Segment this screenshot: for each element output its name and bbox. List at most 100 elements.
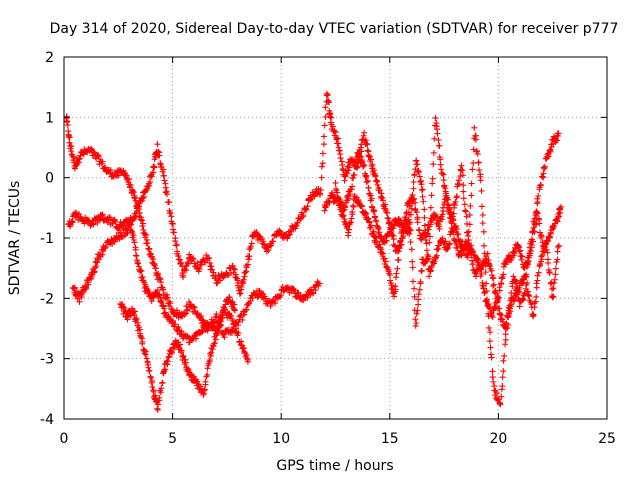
data-point (453, 241, 460, 248)
data-point (235, 329, 242, 336)
data-point (362, 209, 369, 216)
data-point (387, 226, 394, 233)
data-point (395, 256, 402, 263)
data-point (73, 287, 80, 294)
data-point (339, 165, 346, 172)
data-point (358, 202, 365, 209)
data-point (83, 284, 90, 291)
data-point (240, 280, 247, 287)
data-point (345, 167, 352, 174)
data-point (460, 188, 467, 195)
data-point (160, 310, 167, 317)
data-point (414, 214, 421, 221)
series-track-b (65, 141, 323, 297)
data-point (478, 270, 485, 277)
data-point (341, 216, 348, 223)
data-point (178, 259, 185, 266)
data-point (365, 215, 372, 222)
data-point (499, 383, 506, 390)
data-point (472, 136, 479, 143)
data-point (151, 262, 158, 269)
data-point (489, 368, 496, 375)
data-point (395, 248, 402, 255)
data-point (367, 156, 374, 163)
data-point (373, 177, 380, 184)
data-point (63, 119, 70, 126)
data-point (138, 274, 145, 281)
data-point (337, 204, 344, 211)
data-point (242, 269, 249, 276)
data-point (332, 179, 339, 186)
data-point (487, 329, 494, 336)
data-point (453, 226, 460, 233)
data-point (502, 341, 509, 348)
data-point (164, 358, 171, 365)
data-point (243, 306, 250, 313)
data-point (125, 176, 132, 183)
data-point (382, 258, 389, 265)
data-point (148, 251, 155, 258)
data-point (146, 182, 153, 189)
data-point (423, 247, 430, 254)
data-point (403, 209, 410, 216)
data-point (528, 244, 535, 251)
data-point (489, 314, 496, 321)
data-point (407, 238, 414, 245)
data-point (531, 228, 538, 235)
data-point (426, 223, 433, 230)
data-point (133, 316, 140, 323)
data-point (236, 290, 243, 297)
data-point (364, 141, 371, 148)
data-point (146, 367, 153, 374)
data-point (500, 368, 507, 375)
data-point (345, 232, 352, 239)
data-point (348, 215, 355, 222)
y-tick-label: 1 (45, 110, 54, 126)
data-point (190, 255, 197, 262)
data-point (231, 306, 238, 313)
data-point (361, 129, 368, 136)
data-point (530, 311, 537, 318)
x-tick-label: 10 (272, 431, 290, 447)
x-tick-label: 5 (168, 431, 177, 447)
data-point (180, 273, 187, 280)
data-point (191, 260, 198, 267)
data-point (455, 230, 462, 237)
data-point (441, 182, 448, 189)
data-point (243, 264, 250, 271)
data-point (518, 280, 525, 287)
data-point (462, 207, 469, 214)
data-point (412, 316, 419, 323)
data-point (557, 206, 564, 213)
data-point (349, 211, 356, 218)
data-point (481, 290, 488, 297)
data-point (445, 241, 452, 248)
data-point (415, 296, 422, 303)
data-point (464, 229, 471, 236)
data-point (232, 271, 239, 278)
data-point (428, 192, 435, 199)
data-point (417, 177, 424, 184)
data-point (319, 150, 326, 157)
data-point (335, 140, 342, 147)
data-point (540, 164, 547, 171)
data-point (151, 163, 158, 170)
data-point (244, 358, 251, 365)
data-point (221, 334, 228, 341)
data-point (167, 209, 174, 216)
data-point (168, 348, 175, 355)
data-point (140, 220, 147, 227)
data-point (201, 386, 208, 393)
data-point (505, 309, 512, 316)
data-point (444, 201, 451, 208)
data-point (167, 300, 174, 307)
data-point (418, 267, 425, 274)
data-point (217, 277, 224, 284)
data-point (380, 250, 387, 257)
data-point (238, 338, 245, 345)
data-point (482, 269, 489, 276)
data-point (530, 238, 537, 245)
data-point (486, 262, 493, 269)
y-axis-label: SDTVAR / TECUs (7, 181, 23, 296)
data-point (411, 171, 418, 178)
